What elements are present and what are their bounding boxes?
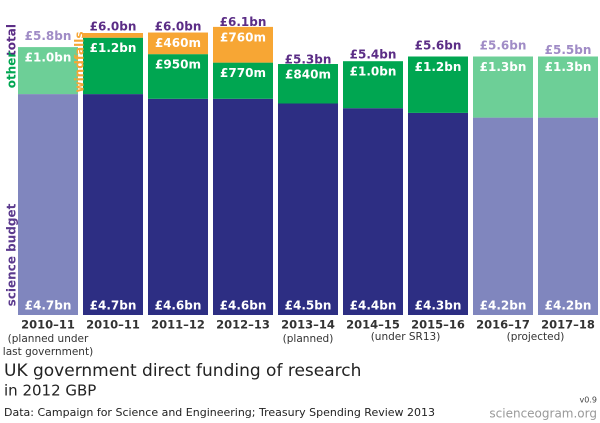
category-note: (under SR13) xyxy=(371,331,441,343)
bar-segment xyxy=(83,33,143,38)
bar-segment xyxy=(18,94,78,315)
value-label: £760m xyxy=(220,30,266,44)
x-tick-label: 2015–16 xyxy=(411,318,465,332)
value-label: £1.0bn xyxy=(350,65,397,79)
legend-science: science budget xyxy=(5,203,19,306)
bar-segment xyxy=(408,112,468,316)
bar-segment xyxy=(343,108,403,315)
x-tick-label: 2016–17 xyxy=(476,318,530,332)
bar-segment xyxy=(148,54,208,99)
total-label: £5.8bn xyxy=(25,29,72,43)
bar-segment xyxy=(278,103,338,315)
version: v0.9 xyxy=(580,396,597,405)
chart-subtitle: in 2012 GBP xyxy=(4,382,96,400)
bar-segment xyxy=(83,94,143,315)
x-tick-label: 2010–11 xyxy=(86,318,140,332)
bar-segment xyxy=(213,26,273,63)
value-label: £4.6bn xyxy=(155,299,202,313)
bar-segment xyxy=(473,117,533,315)
category-note: (planned) xyxy=(283,333,334,345)
total-label: £5.4bn xyxy=(350,48,397,62)
x-tick-label: 2017–18 xyxy=(541,318,595,332)
value-label: £1.3bn xyxy=(545,60,592,74)
value-label: £4.7bn xyxy=(90,299,137,313)
bar-segment xyxy=(213,62,273,99)
total-label: £6.0bn xyxy=(90,20,137,34)
total-label: £5.6bn xyxy=(415,38,462,52)
value-label: £770m xyxy=(220,66,266,80)
value-label: £1.2bn xyxy=(415,60,462,74)
value-label: £840m xyxy=(285,68,331,82)
total-label: £5.5bn xyxy=(545,43,592,57)
total-label: £6.0bn xyxy=(155,20,202,34)
x-tick-label: 2012–13 xyxy=(216,318,270,332)
value-label: £460m xyxy=(155,36,201,50)
value-label: £1.2bn xyxy=(90,41,137,55)
value-label: £1.3bn xyxy=(480,60,527,74)
value-label: £4.4bn xyxy=(350,299,397,313)
value-label: £950m xyxy=(155,58,201,72)
bar-segment xyxy=(18,47,78,95)
bar-segment xyxy=(278,64,338,104)
bar-segment xyxy=(473,56,533,118)
bar-segment xyxy=(148,32,208,55)
category-note: (planned under xyxy=(8,333,89,345)
x-tick-label: 2010–11 xyxy=(21,318,75,332)
value-label: £4.5bn xyxy=(285,299,332,313)
value-label: £4.2bn xyxy=(545,299,592,313)
chart-title: UK government direct funding of research xyxy=(4,361,361,381)
value-label: £4.7bn xyxy=(25,299,72,313)
category-note: last government) xyxy=(3,346,93,358)
category-note: (projected) xyxy=(507,331,565,343)
site: scienceogram.org xyxy=(489,407,597,421)
bar-segment xyxy=(343,61,403,109)
legend-total: total xyxy=(5,24,19,56)
bar-segment xyxy=(538,117,598,315)
bar-segment xyxy=(538,56,598,118)
legend-other: other xyxy=(5,52,19,89)
x-tick-label: 2014–15 xyxy=(346,318,400,332)
total-label: £6.1bn xyxy=(220,15,267,29)
x-tick-label: 2013–14 xyxy=(281,318,335,332)
bar-segment xyxy=(213,98,273,315)
bar-segment xyxy=(83,37,143,95)
value-label: £4.3bn xyxy=(415,299,462,313)
x-tick-label: 2011–12 xyxy=(151,318,205,332)
bar-segment xyxy=(148,98,208,315)
value-label: £4.2bn xyxy=(480,299,527,313)
bar-segment xyxy=(408,56,468,113)
legend-windfalls: windfalls xyxy=(73,31,87,92)
source: Data: Campaign for Science and Engineeri… xyxy=(4,406,435,419)
total-label: £5.3bn xyxy=(285,52,332,66)
total-label: £5.6bn xyxy=(480,38,527,52)
value-label: £1.0bn xyxy=(25,51,72,65)
value-label: £4.6bn xyxy=(220,299,267,313)
